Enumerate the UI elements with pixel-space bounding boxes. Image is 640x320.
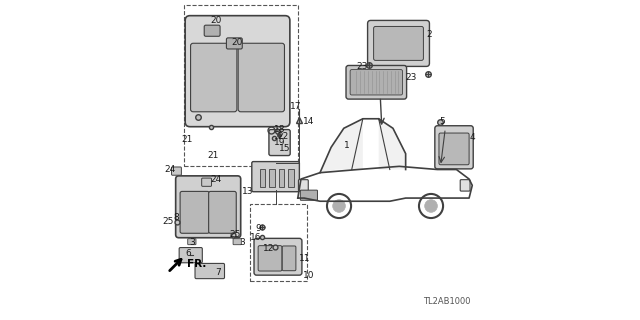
Text: 18: 18 xyxy=(274,125,285,134)
FancyBboxPatch shape xyxy=(204,25,220,36)
Text: 5: 5 xyxy=(439,117,445,126)
FancyBboxPatch shape xyxy=(269,130,290,156)
Text: 7: 7 xyxy=(215,268,221,277)
Text: 6: 6 xyxy=(186,249,191,258)
Text: FR.: FR. xyxy=(187,259,206,269)
Text: 23: 23 xyxy=(356,62,367,71)
Bar xyxy=(269,169,275,187)
Text: 3: 3 xyxy=(239,238,245,247)
Text: 22: 22 xyxy=(277,132,289,141)
Polygon shape xyxy=(320,119,363,173)
Text: 15: 15 xyxy=(279,144,291,153)
Circle shape xyxy=(425,200,437,212)
Text: 25: 25 xyxy=(163,217,174,226)
FancyBboxPatch shape xyxy=(179,248,202,263)
FancyBboxPatch shape xyxy=(209,191,236,233)
Text: 12: 12 xyxy=(262,244,274,253)
Text: 20: 20 xyxy=(231,38,243,47)
Text: 16: 16 xyxy=(250,233,261,242)
FancyBboxPatch shape xyxy=(435,126,473,169)
FancyBboxPatch shape xyxy=(282,246,296,271)
FancyBboxPatch shape xyxy=(238,43,284,112)
FancyBboxPatch shape xyxy=(188,239,196,245)
Text: 1: 1 xyxy=(344,141,350,150)
FancyBboxPatch shape xyxy=(191,43,237,112)
Circle shape xyxy=(333,200,346,212)
Text: 24: 24 xyxy=(211,174,222,184)
Text: TL2AB1000: TL2AB1000 xyxy=(423,297,470,306)
Polygon shape xyxy=(379,119,406,170)
Bar xyxy=(184,4,298,166)
Text: 13: 13 xyxy=(242,187,253,196)
FancyBboxPatch shape xyxy=(460,180,470,191)
FancyBboxPatch shape xyxy=(202,178,211,186)
FancyBboxPatch shape xyxy=(300,190,317,200)
Text: 25: 25 xyxy=(230,230,241,239)
FancyBboxPatch shape xyxy=(439,133,469,165)
Text: 3: 3 xyxy=(189,238,195,247)
Bar xyxy=(250,204,307,281)
Text: 21: 21 xyxy=(207,151,219,160)
FancyBboxPatch shape xyxy=(367,20,429,67)
FancyBboxPatch shape xyxy=(374,27,424,60)
Text: 23: 23 xyxy=(406,73,417,82)
Text: 8: 8 xyxy=(173,212,179,222)
Bar xyxy=(260,169,266,187)
FancyBboxPatch shape xyxy=(254,238,302,275)
Text: 4: 4 xyxy=(469,133,475,142)
Text: 14: 14 xyxy=(303,117,314,126)
FancyBboxPatch shape xyxy=(258,246,282,271)
Text: 19: 19 xyxy=(274,138,285,147)
Text: 20: 20 xyxy=(211,16,222,25)
Text: 17: 17 xyxy=(290,101,301,111)
FancyBboxPatch shape xyxy=(180,191,209,233)
Text: 2: 2 xyxy=(426,30,432,39)
Bar xyxy=(279,169,284,187)
FancyBboxPatch shape xyxy=(252,162,300,192)
FancyBboxPatch shape xyxy=(346,66,406,99)
FancyBboxPatch shape xyxy=(233,239,241,245)
FancyBboxPatch shape xyxy=(175,176,241,238)
FancyBboxPatch shape xyxy=(350,69,403,95)
FancyBboxPatch shape xyxy=(172,167,181,175)
Text: 21: 21 xyxy=(182,135,193,144)
FancyBboxPatch shape xyxy=(195,263,225,279)
FancyBboxPatch shape xyxy=(227,38,243,49)
Bar xyxy=(288,169,294,187)
Text: 9: 9 xyxy=(255,224,261,233)
Text: 24: 24 xyxy=(164,165,175,174)
FancyBboxPatch shape xyxy=(185,16,290,127)
Text: 10: 10 xyxy=(303,271,314,280)
Text: 11: 11 xyxy=(300,254,311,263)
FancyBboxPatch shape xyxy=(298,180,308,191)
